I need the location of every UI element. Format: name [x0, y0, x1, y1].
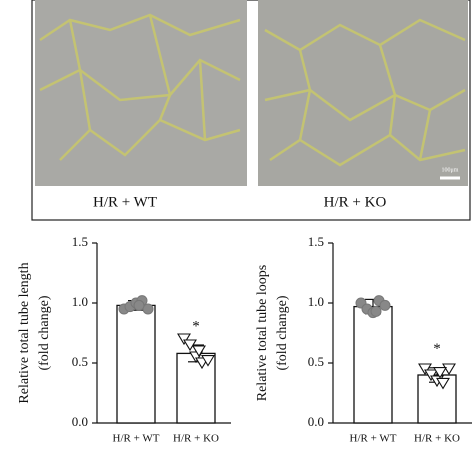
panel-frame: [31, 0, 471, 221]
data-point: [192, 345, 206, 358]
x-tick-label: H/R + KO: [414, 433, 460, 445]
significance-marker: *: [192, 318, 200, 334]
y-tick-label: 0.0: [72, 414, 88, 429]
y-tick-label: 0.0: [308, 414, 324, 429]
y-tick-label: 1.0: [308, 294, 324, 309]
data-point: [177, 333, 191, 346]
data-point: [418, 363, 432, 376]
data-point: [424, 369, 438, 382]
data-point: [183, 339, 197, 352]
panel-label: H/R + WT: [93, 194, 157, 210]
data-point: [436, 377, 450, 390]
y-axis-label: Relative total tube loops: [255, 265, 270, 401]
bar: [353, 305, 393, 424]
y-tick-label: 1.0: [72, 294, 88, 309]
micrograph-wt: [35, 0, 247, 186]
panel-label: H/R + KO: [324, 194, 387, 210]
y-axis-label: (fold change): [37, 295, 52, 370]
y-tick-label: 1.5: [72, 234, 88, 249]
tube-network: [39, 13, 466, 167]
bar: [116, 304, 156, 424]
data-point: [379, 299, 391, 311]
x-tick-label: H/R + WT: [350, 433, 397, 445]
y-axis-label: Relative total tube length: [17, 262, 32, 403]
y-tick-label: 0.5: [72, 354, 88, 369]
data-point: [433, 367, 447, 379]
y-tick-label: 1.5: [308, 234, 324, 249]
scale-bar-label: 100μm: [442, 167, 459, 173]
x-tick-label: H/R + KO: [173, 433, 219, 445]
data-point: [142, 303, 154, 315]
significance-marker: *: [433, 341, 441, 357]
y-tick-label: 0.5: [308, 354, 324, 369]
data-point: [133, 299, 145, 311]
data-point: [442, 363, 456, 376]
data-point: [370, 305, 382, 317]
data-point: [201, 355, 215, 367]
x-tick-label: H/R + WT: [113, 433, 160, 445]
y-axis-label: (fold change): [275, 295, 290, 370]
